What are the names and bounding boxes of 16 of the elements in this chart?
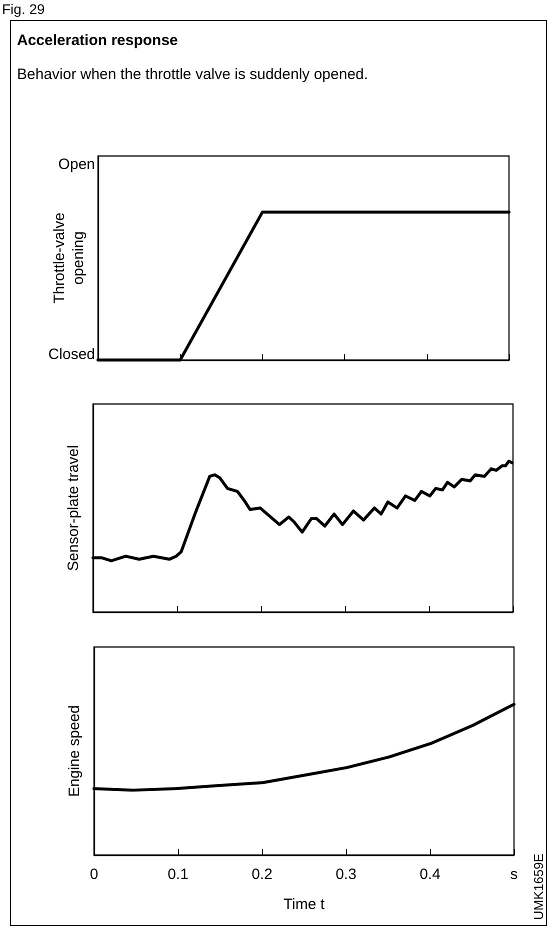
x-tick-label: 0.1	[168, 866, 188, 883]
y-axis-title: Sensor-plate travel	[65, 445, 82, 571]
x-tick-label: s	[510, 866, 518, 883]
chart-title: Acceleration response	[17, 32, 178, 49]
x-axis-title: Time t	[283, 896, 326, 913]
y-axis-title: Engine speed	[66, 705, 83, 797]
text: Open	[58, 156, 96, 173]
y-axis-title: Throttle-valve opening	[51, 212, 87, 304]
x-tick-label: 0	[90, 866, 98, 883]
x-tick-label: 0.3	[336, 866, 356, 883]
text: UMK1659E	[531, 853, 546, 920]
text: Closed	[48, 346, 96, 363]
chart-subtitle: Behavior when the throttle valve is suddenly opened.	[17, 66, 368, 83]
caption: Fig. 29	[2, 1, 46, 17]
x-tick-label: 0.2	[252, 866, 272, 883]
x-tick-label: 0.4	[420, 866, 440, 883]
